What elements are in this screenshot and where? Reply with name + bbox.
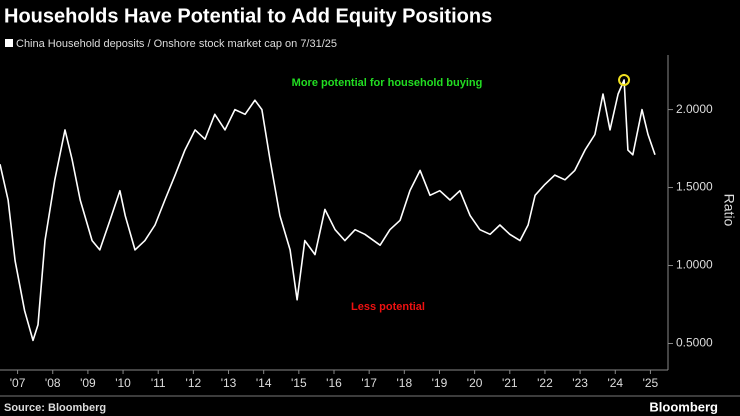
- x-tick-label: '14: [256, 376, 272, 390]
- x-tick-label: '23: [572, 376, 588, 390]
- x-tick-label: '18: [396, 376, 412, 390]
- legend-swatch: [5, 39, 13, 47]
- annotation: Less potential: [351, 301, 425, 313]
- annotation: More potential for household buying: [292, 77, 483, 89]
- source: Source: Bloomberg: [4, 402, 106, 414]
- chart-title: Households Have Potential to Add Equity …: [4, 5, 492, 27]
- x-tick-label: '21: [502, 376, 518, 390]
- legend-label: China Household deposits / Onshore stock…: [16, 38, 337, 50]
- y-tick-label: 0.5000: [676, 336, 713, 350]
- x-tick-label: '08: [45, 376, 61, 390]
- y-axis-label: Ratio: [721, 194, 737, 227]
- y-tick-label: 1.0000: [676, 258, 713, 272]
- x-tick-label: '13: [221, 376, 237, 390]
- x-tick-label: '15: [291, 376, 307, 390]
- x-tick-label: '12: [186, 376, 202, 390]
- x-tick-label: '20: [467, 376, 483, 390]
- x-tick-label: '25: [643, 376, 659, 390]
- x-tick-label: '24: [607, 376, 623, 390]
- x-tick-label: '19: [432, 376, 448, 390]
- highlight-point: [618, 73, 631, 86]
- x-tick-label: '07: [10, 376, 26, 390]
- y-tick-label: 1.5000: [676, 180, 713, 194]
- x-tick-label: '17: [361, 376, 377, 390]
- x-tick-label: '10: [115, 376, 131, 390]
- brand: Bloomberg: [649, 399, 718, 414]
- x-tick-label: '09: [80, 376, 96, 390]
- x-tick-label: '11: [151, 376, 166, 390]
- y-tick-label: 2.0000: [676, 102, 713, 116]
- x-tick-label: '16: [326, 376, 342, 390]
- x-tick-label: '22: [537, 376, 553, 390]
- series-line: [0, 79, 656, 342]
